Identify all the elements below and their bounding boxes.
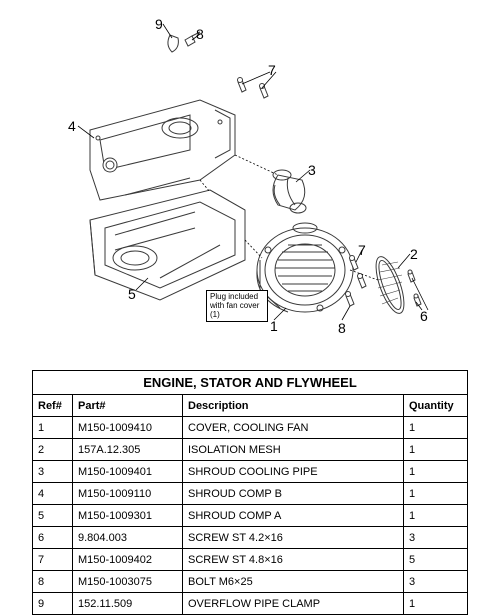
callout-9: 9 [155,16,163,32]
table-row: 69.804.003SCREW ST 4.2×163 [33,527,468,549]
callout-7: 7 [268,62,276,78]
cell-part: M150-1009110 [73,483,183,505]
exploded-diagram: 9 8 7 4 3 5 1 8 7 2 6 Plug included with fan cover… [20,10,480,350]
callout-8: 8 [196,26,204,42]
part-shroud-a [90,190,245,300]
parts-table-wrap: ENGINE, STATOR AND FLYWHEEL Ref# Part# D… [32,370,468,615]
cell-ref: 7 [33,549,73,571]
parts-table: ENGINE, STATOR AND FLYWHEEL Ref# Part# D… [32,370,468,615]
hdr-qty: Quantity [404,395,468,417]
cell-qty: 1 [404,483,468,505]
table-row: 8M150-1003075BOLT M6×253 [33,571,468,593]
cell-part: M150-1009301 [73,505,183,527]
cell-qty: 1 [404,439,468,461]
cell-part: 9.804.003 [73,527,183,549]
cell-part: 157A.12.305 [73,439,183,461]
callout-6: 6 [420,308,428,324]
cell-desc: OVERFLOW PIPE CLAMP [183,593,404,615]
table-row: 4M150-1009110SHROUD COMP B1 [33,483,468,505]
part-isolation-mesh [370,253,409,316]
cell-ref: 9 [33,593,73,615]
table-row: 5M150-1009301SHROUD COMP A1 [33,505,468,527]
cell-ref: 8 [33,571,73,593]
part-fan-cover [257,223,353,312]
cell-desc: SCREW ST 4.2×16 [183,527,404,549]
part-cooling-pipe [273,170,306,213]
callout-8: 8 [338,320,346,336]
cell-qty: 5 [404,549,468,571]
cell-ref: 5 [33,505,73,527]
note-line-2: with fan cover (1) [210,302,264,320]
part-screws-mesh [408,270,421,306]
cell-qty: 1 [404,593,468,615]
cell-part: 152.11.509 [73,593,183,615]
cell-ref: 1 [33,417,73,439]
plug-note: Plug included with fan cover (1) [206,290,268,322]
table-row: 9152.11.509OVERFLOW PIPE CLAMP1 [33,593,468,615]
cell-desc: COVER, COOLING FAN [183,417,404,439]
hdr-part: Part# [73,395,183,417]
callout-2: 2 [410,246,418,262]
cell-qty: 3 [404,571,468,593]
cell-part: M150-1003075 [73,571,183,593]
cell-desc: SHROUD COOLING PIPE [183,461,404,483]
cell-desc: ISOLATION MESH [183,439,404,461]
cell-ref: 3 [33,461,73,483]
callout-7: 7 [358,242,366,258]
table-row: 1M150-1009410COVER, COOLING FAN1 [33,417,468,439]
cell-qty: 1 [404,505,468,527]
table-header-row: Ref# Part# Description Quantity [33,395,468,417]
callout-5: 5 [128,286,136,302]
table-row: 2157A.12.305ISOLATION MESH1 [33,439,468,461]
table-row: 7M150-1009402SCREW ST 4.8×165 [33,549,468,571]
cell-ref: 4 [33,483,73,505]
part-screws-top [238,78,269,99]
part-shroud-b [90,100,235,200]
cell-desc: BOLT M6×25 [183,571,404,593]
cell-ref: 6 [33,527,73,549]
hdr-desc: Description [183,395,404,417]
cell-desc: SHROUD COMP B [183,483,404,505]
cell-part: M150-1009401 [73,461,183,483]
table-row: 3M150-1009401SHROUD COOLING PIPE1 [33,461,468,483]
cell-desc: SHROUD COMP A [183,505,404,527]
cell-qty: 1 [404,417,468,439]
cell-part: M150-1009410 [73,417,183,439]
table-title: ENGINE, STATOR AND FLYWHEEL [33,371,468,395]
callout-1: 1 [270,318,278,334]
cell-qty: 3 [404,527,468,549]
table-body: 1M150-1009410COVER, COOLING FAN12157A.12… [33,417,468,615]
cell-part: M150-1009402 [73,549,183,571]
cell-qty: 1 [404,461,468,483]
table-title-row: ENGINE, STATOR AND FLYWHEEL [33,371,468,395]
callout-3: 3 [308,162,316,178]
cell-ref: 2 [33,439,73,461]
callout-4: 4 [68,118,76,134]
cell-desc: SCREW ST 4.8×16 [183,549,404,571]
hdr-ref: Ref# [33,395,73,417]
